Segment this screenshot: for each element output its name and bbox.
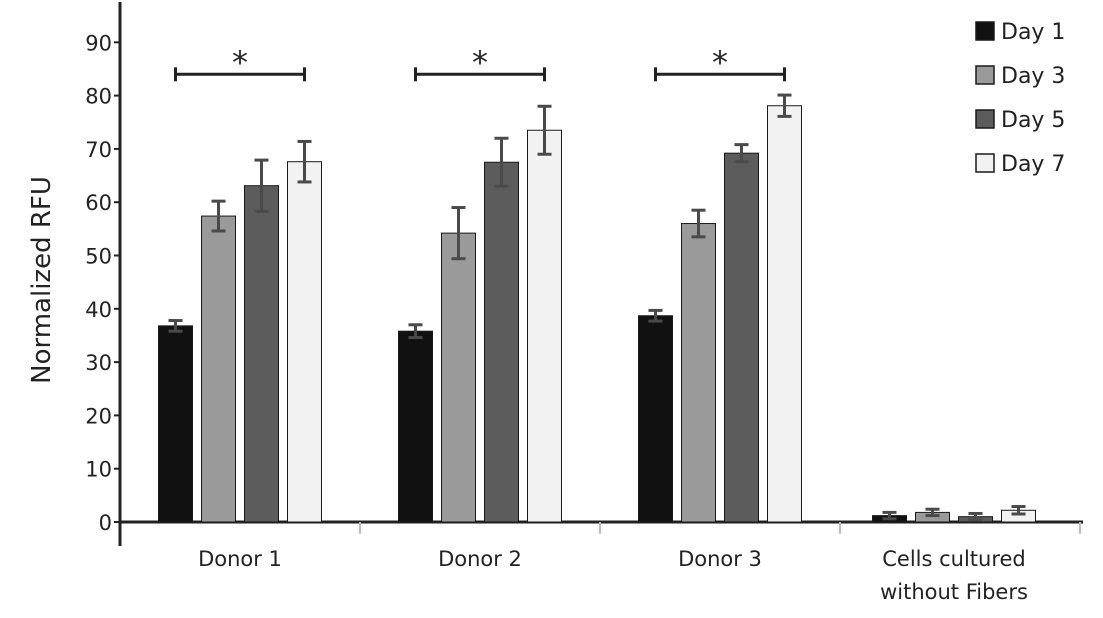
significance-marker: *	[472, 43, 488, 81]
legend-swatch	[975, 109, 995, 129]
bar	[158, 325, 193, 523]
bar	[244, 185, 279, 523]
x-category-label: Donor 3	[678, 547, 762, 571]
significance-marker: *	[232, 43, 248, 81]
y-tick-label: 0	[99, 511, 112, 535]
y-tick-label: 80	[85, 85, 112, 109]
legend-label: Day 5	[1001, 108, 1065, 133]
y-axis-title: Normalized RFU	[27, 176, 57, 384]
legend-label: Day 1	[1001, 20, 1065, 45]
bar	[638, 315, 673, 523]
bar	[398, 330, 433, 523]
bar	[724, 152, 759, 523]
bar	[201, 215, 236, 523]
bar	[441, 232, 476, 523]
bar	[767, 105, 802, 523]
y-tick-label: 50	[85, 245, 112, 269]
y-tick-label: 30	[85, 351, 112, 375]
legend-swatch	[975, 153, 995, 173]
y-tick-label: 70	[85, 138, 112, 162]
y-tick-label: 10	[85, 458, 112, 482]
y-tick-label: 20	[85, 404, 112, 428]
x-category-label: without Fibers	[880, 580, 1028, 604]
x-category-label: Donor 1	[198, 547, 282, 571]
legend-label: Day 7	[1001, 152, 1065, 177]
bar	[527, 129, 562, 523]
significance-marker: *	[712, 43, 728, 81]
legend-label: Day 3	[1001, 64, 1065, 89]
y-tick-label: 60	[85, 191, 112, 215]
x-category-label: Donor 2	[438, 547, 522, 571]
x-category-label: Cells cultured	[882, 547, 1026, 571]
legend-swatch	[975, 65, 995, 85]
y-tick-label: 90	[85, 31, 112, 55]
legend-swatch	[975, 21, 995, 41]
bar	[287, 161, 322, 523]
bar	[681, 223, 716, 523]
bar	[484, 161, 519, 523]
y-tick-label: 40	[85, 298, 112, 322]
